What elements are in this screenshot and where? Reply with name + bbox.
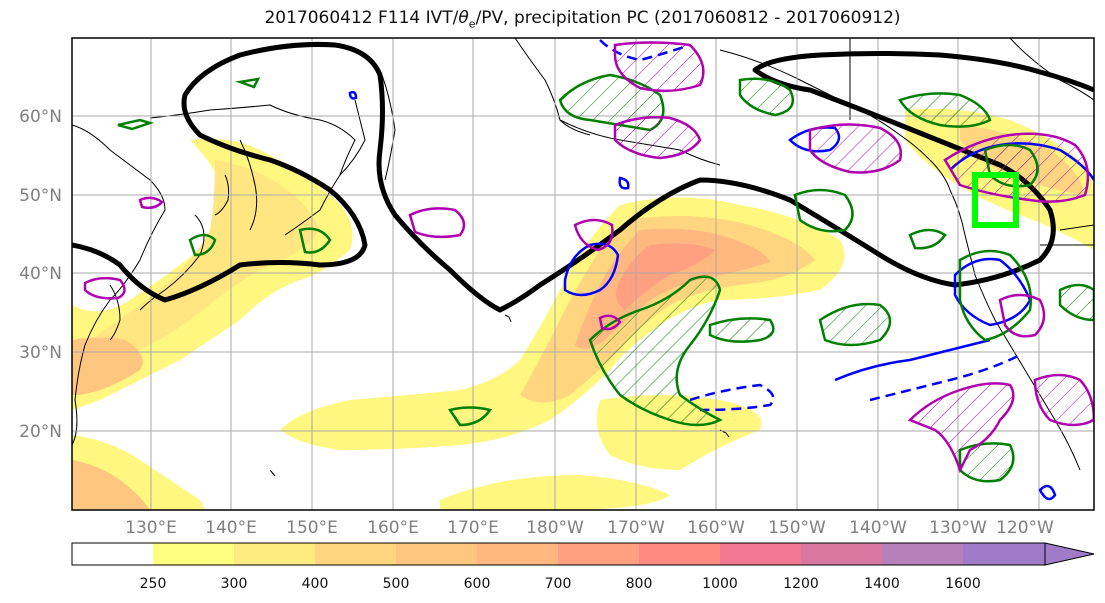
- colorbar-swatch: [315, 543, 396, 565]
- colorbar-label: 300: [221, 576, 248, 592]
- colorbar-label: 600: [464, 576, 491, 592]
- colorbar-swatch: [396, 543, 477, 565]
- title-prefix: 2017060412 F114 IVT/: [264, 8, 459, 28]
- colorbar-swatch: [558, 543, 639, 565]
- lat-label-60n: 60°N: [19, 107, 62, 127]
- colorbar-label: 500: [383, 576, 410, 592]
- title-theta: θ: [458, 8, 469, 28]
- colorbar-labels: 250 300 400 500 600 700 800 1000 1200 1400 1600: [140, 576, 981, 592]
- colorbar-label: 1400: [864, 576, 900, 592]
- colorbar-swatch: [963, 543, 1045, 565]
- longitude-labels: 130°E 140°E 150°E 160°E 170°E 180°W 170°…: [125, 518, 1054, 538]
- theta-e-contour: [72, 41, 1094, 313]
- colorbar-swatch: [153, 543, 234, 565]
- title-theta-sub: e: [468, 17, 476, 31]
- colorbar-swatch-below: [72, 543, 153, 565]
- colorbar-extend-arrow: [1045, 543, 1094, 565]
- lat-label-30n: 30°N: [19, 343, 62, 363]
- lon-label: 180°W: [526, 518, 584, 538]
- colorbar-label: 1000: [702, 576, 738, 592]
- colorbar-label: 250: [140, 576, 167, 592]
- precip-pc-negative: [83, 41, 1094, 474]
- lon-label: 130°W: [929, 518, 987, 538]
- lon-label: 140°E: [205, 518, 257, 538]
- colorbar-swatch: [234, 543, 315, 565]
- colorbar-label: 700: [545, 576, 572, 592]
- colorbar-swatch: [882, 543, 963, 565]
- lat-label-50n: 50°N: [19, 186, 62, 206]
- colorbar-label: 1600: [945, 576, 981, 592]
- lon-label: 150°E: [286, 518, 338, 538]
- title-suffix: /PV, precipitation PC (2017060812 - 2017…: [475, 8, 901, 28]
- lon-label: 130°E: [125, 518, 177, 538]
- lon-label: 160°W: [687, 518, 745, 538]
- graticule: [72, 38, 1094, 510]
- colorbar: 250 300 400 500 600 700 800 1000 1200 1400 1600: [71, 542, 1095, 592]
- lon-label: 120°W: [996, 518, 1054, 538]
- colorbar-swatch: [477, 543, 558, 565]
- lon-label: 140°W: [849, 518, 907, 538]
- colorbar-extend-outline: [1044, 542, 1095, 566]
- target-region-box: [972, 172, 1019, 228]
- latitude-labels: 60°N 50°N 40°N 30°N 20°N: [19, 107, 62, 442]
- colorbar-label: 400: [302, 576, 329, 592]
- colorbar-swatches: [72, 543, 1045, 565]
- map-border: [71, 37, 1095, 511]
- lon-label: 160°E: [367, 518, 419, 538]
- lon-label: 150°W: [768, 518, 826, 538]
- map-title: 2017060412 F114 IVT/θe/PV, precipitation…: [0, 8, 1105, 30]
- colorbar-swatch: [720, 543, 801, 565]
- colorbar-swatch: [639, 543, 720, 565]
- colorbar-swatch: [801, 543, 882, 565]
- lat-label-40n: 40°N: [19, 264, 62, 284]
- lon-label: 170°E: [447, 518, 499, 538]
- lon-label: 170°W: [607, 518, 665, 538]
- colorbar-label: 1200: [783, 576, 819, 592]
- colorbar-label: 800: [626, 576, 653, 592]
- lat-label-20n: 20°N: [19, 422, 62, 442]
